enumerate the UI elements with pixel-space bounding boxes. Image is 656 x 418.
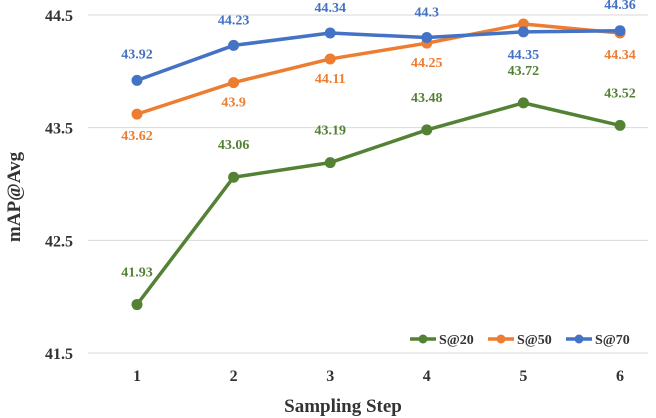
data-label-s-50: 44.42	[508, 0, 540, 3]
y-tick-label: 41.5	[45, 346, 73, 363]
data-point-s-20	[228, 171, 240, 183]
data-label-s-50: 44.25	[411, 56, 443, 71]
data-label-s-20: 43.52	[604, 86, 636, 101]
x-axis-ticks: 1 2 3 4 5 6	[133, 368, 624, 385]
legend-label: S@50	[517, 333, 552, 348]
x-tick-label: 3	[326, 368, 334, 385]
data-labels: 41.93 43.06 43.19 43.48 43.72 43.52 43.62 43.9 4…	[121, 0, 636, 281]
y-axis-title: mAP@Avg	[4, 151, 25, 242]
legend: S@20 S@50 S@70	[410, 333, 630, 348]
data-point-s-50	[517, 18, 529, 30]
x-tick-label: 2	[230, 368, 238, 385]
data-label-s-20: 43.06	[218, 138, 250, 153]
data-label-s-70: 44.3	[415, 6, 440, 21]
data-point-s-20	[614, 119, 626, 131]
legend-item-s-70: S@70	[566, 333, 630, 348]
data-point-s-70	[517, 26, 529, 38]
legend-item-s-50: S@50	[488, 333, 552, 348]
legend-marker	[418, 334, 428, 344]
legend-marker	[574, 334, 584, 344]
data-label-s-20: 43.48	[411, 91, 443, 106]
data-label-s-50: 43.62	[121, 129, 153, 144]
series-line-s-70	[136, 29, 621, 82]
data-label-s-70: 44.34	[314, 1, 346, 16]
x-axis-title: Sampling Step	[284, 396, 402, 417]
x-tick-label: 6	[616, 368, 624, 385]
x-tick-label: 4	[423, 368, 431, 385]
series-line-s-50	[136, 22, 621, 116]
y-tick-label: 42.5	[45, 233, 73, 250]
data-label-s-70: 44.36	[604, 0, 636, 13]
data-label-s-70: 43.92	[121, 47, 153, 62]
legend-marker	[496, 334, 506, 344]
gridlines	[88, 14, 648, 354]
data-label-s-20: 43.72	[508, 64, 540, 79]
data-point-s-20	[324, 157, 336, 169]
data-label-s-20: 43.19	[314, 124, 346, 139]
data-point-s-70	[228, 39, 240, 51]
y-tick-label: 43.5	[45, 121, 73, 138]
series-group	[131, 18, 626, 311]
data-point-s-50	[324, 53, 336, 65]
data-label-s-50: 44.11	[315, 72, 346, 87]
data-label-s-50: 43.9	[221, 96, 246, 111]
y-tick-label: 44.5	[45, 8, 73, 25]
data-label-s-70: 44.23	[218, 13, 250, 28]
data-point-s-70	[421, 32, 433, 44]
data-point-s-70	[131, 74, 143, 86]
y-axis-ticks: 41.5 42.5 43.5 44.5	[45, 8, 73, 363]
x-tick-label: 1	[133, 368, 141, 385]
data-point-s-70	[324, 27, 336, 39]
data-point-s-70	[614, 25, 626, 37]
series-line-s-20	[135, 101, 621, 306]
legend-item-s-20: S@20	[410, 333, 474, 348]
x-tick-label: 5	[519, 368, 527, 385]
data-point-s-20	[421, 124, 433, 136]
legend-label: S@70	[595, 333, 630, 348]
data-point-s-50	[131, 108, 143, 120]
data-point-s-20	[517, 97, 529, 109]
data-label-s-20: 41.93	[121, 266, 153, 281]
data-point-s-50	[228, 77, 240, 89]
data-point-s-20	[131, 299, 143, 311]
legend-label: S@20	[439, 333, 474, 348]
data-label-s-50: 44.34	[604, 48, 636, 63]
data-label-s-70: 44.35	[508, 48, 540, 63]
